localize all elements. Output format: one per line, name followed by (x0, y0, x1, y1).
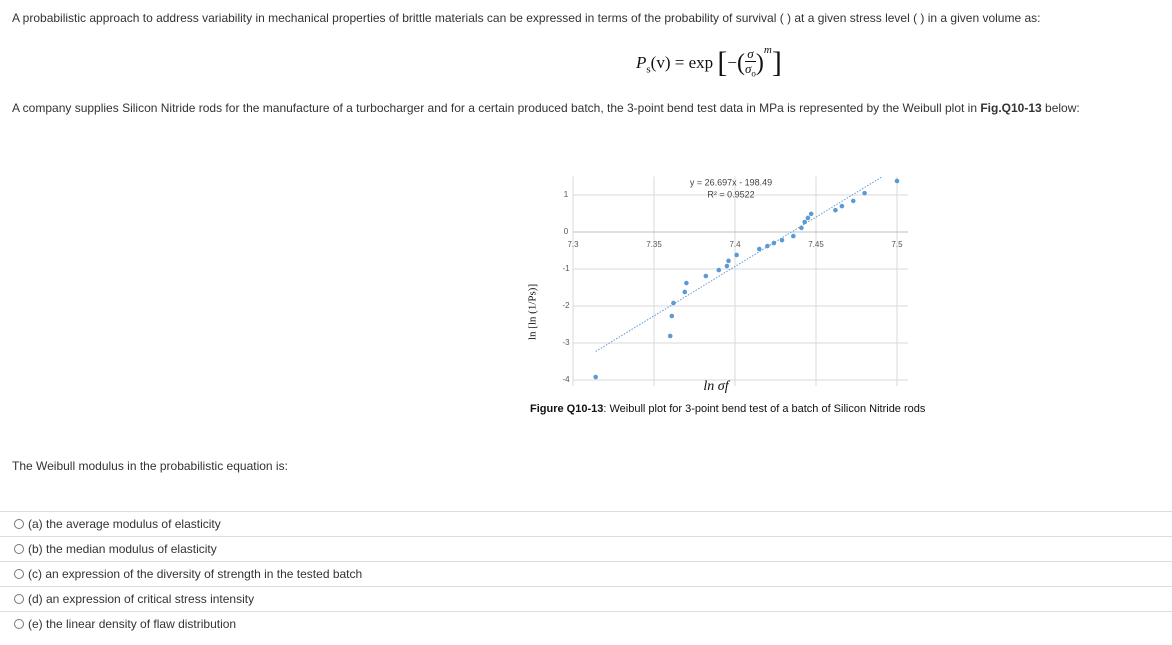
point (724, 263, 730, 269)
eq-text: σ (744, 47, 756, 63)
point (850, 198, 856, 204)
point (779, 237, 785, 243)
option-text[interactable]: (c) an expression of the diversity of st… (28, 567, 363, 581)
trend-label: y = 26.697x - 198.49 (690, 177, 772, 187)
option-text[interactable]: (d) an expression of critical stress int… (28, 592, 255, 606)
point (802, 219, 807, 225)
eq-text: P (636, 53, 647, 72)
radio[interactable] (14, 594, 24, 604)
x-tick-label: 7.3 (567, 240, 579, 249)
point (669, 313, 675, 319)
point (726, 258, 731, 264)
r2-label: R² = 0.9522 (707, 189, 754, 199)
intro: A probabilistic approach to address vari… (12, 11, 1041, 25)
point (805, 215, 811, 221)
trendline (595, 176, 883, 352)
eq-text: σ (744, 61, 752, 77)
point (671, 300, 676, 306)
point (684, 280, 689, 286)
y-tick-label: -2 (562, 301, 570, 310)
x-tick-label: 7.4 (729, 240, 741, 249)
eq-text: m (763, 44, 772, 57)
caption-text: : Weibull plot for 3-point bend test of … (603, 403, 926, 415)
context: A company supplies Silicon Nitride rods … (12, 101, 1080, 115)
point (593, 374, 598, 380)
x-axis-label: ln σf (703, 379, 730, 394)
radio[interactable] (14, 569, 24, 579)
x-tick-label: 7.5 (891, 240, 903, 249)
context-text: below: (1041, 101, 1080, 115)
option-text[interactable]: (e) the linear density of flaw distribut… (28, 617, 237, 631)
x-tick-label: 7.45 (808, 240, 824, 249)
point (757, 246, 762, 252)
y-axis-label: ln [ln (1/Ps)] (527, 284, 539, 340)
point (808, 211, 814, 217)
context-ref: Fig.Q10-13 (980, 101, 1042, 115)
option[interactable]: (e) the linear density of flaw distribut… (0, 611, 1172, 637)
option[interactable]: (b) the median modulus of elasticity (0, 536, 1172, 562)
eq-text: o (751, 68, 756, 79)
radio[interactable] (14, 619, 24, 629)
point (894, 178, 900, 184)
eq-text: (v) = exp (650, 53, 714, 72)
x-tick-label: 7.35 (646, 240, 662, 249)
option[interactable]: (a) the average modulus of elasticity (0, 511, 1172, 537)
point (734, 252, 739, 258)
point (839, 203, 845, 209)
question: The Weibull modulus in the probabilistic… (12, 459, 288, 473)
point (771, 240, 777, 246)
point (862, 190, 867, 196)
option-text[interactable]: (a) the average modulus of elasticity (28, 517, 221, 531)
radio[interactable] (14, 519, 24, 529)
y-tick-label: 0 (564, 227, 569, 236)
caption: Figure Q10-13: Weibull plot for 3-point … (530, 403, 925, 415)
point (716, 267, 722, 273)
y-tick-label: 1 (564, 190, 569, 199)
y-tick-label: -3 (562, 338, 570, 347)
option[interactable]: (d) an expression of critical stress int… (0, 586, 1172, 612)
y-tick-label: -4 (562, 375, 570, 384)
eq-text: s (646, 63, 651, 76)
y-tick-label: -1 (562, 264, 570, 273)
equation: Ps(v) = exp [−(σ σo)m] (636, 44, 782, 79)
radio[interactable] (14, 544, 24, 554)
option[interactable]: (c) an expression of the diversity of st… (0, 561, 1172, 587)
caption-ref: Figure Q10-13 (530, 403, 604, 415)
point (799, 225, 804, 231)
point (791, 233, 796, 239)
point (833, 207, 838, 213)
point (682, 289, 688, 295)
point (667, 333, 673, 339)
option-text[interactable]: (b) the median modulus of elasticity (28, 542, 217, 556)
eq-text: − (727, 53, 737, 72)
point (765, 243, 770, 249)
point (703, 273, 709, 279)
context-text: A company supplies Silicon Nitride rods … (12, 101, 981, 115)
